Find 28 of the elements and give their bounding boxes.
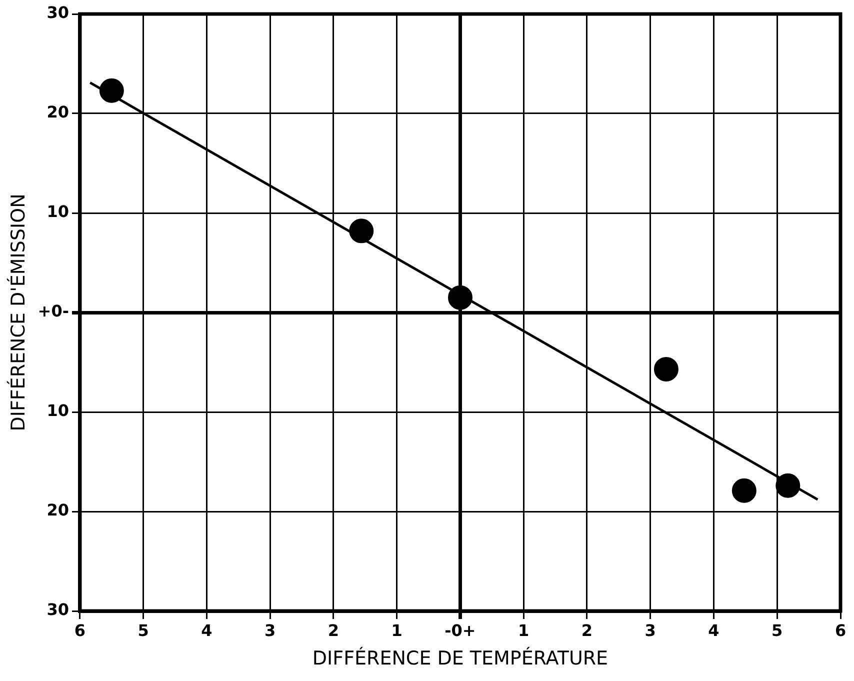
y-axis-title: DIFFÉRENCE D'ÉMISSION [6, 194, 30, 432]
y-tick-label: 30 [46, 600, 69, 620]
x-tick-label: 2 [328, 620, 340, 640]
y-tick-label: 20 [46, 102, 69, 122]
point [654, 356, 678, 382]
point [349, 218, 374, 244]
y-tick-label: 10 [46, 202, 69, 222]
x-tick-label: 3 [264, 620, 276, 640]
y-tick-label: +0- [38, 302, 69, 321]
x-tick-label: 5 [772, 620, 783, 640]
point [732, 478, 756, 503]
x-tick-label: 3 [644, 620, 656, 640]
x-tick-label: -0+ [444, 620, 476, 640]
point [776, 473, 800, 498]
point [99, 78, 124, 103]
x-tick-label: 6 [834, 620, 846, 640]
x-axis-title: DIFFÉRENCE DE TEMPÉRATURE [312, 646, 608, 670]
x-tick-label: 6 [74, 620, 86, 640]
x-tick-label: 5 [138, 620, 149, 640]
x-tick-label: 2 [581, 620, 593, 640]
y-tick-label: 30 [46, 3, 69, 22]
point [448, 285, 472, 310]
x-tick-label: 4 [201, 620, 212, 640]
y-tick-label: 10 [46, 401, 69, 420]
x-tick-label: 4 [708, 620, 720, 640]
x-tick-label: 1 [518, 620, 530, 640]
x-tick-label: 1 [391, 620, 402, 640]
y-tick-label: 20 [46, 500, 69, 520]
